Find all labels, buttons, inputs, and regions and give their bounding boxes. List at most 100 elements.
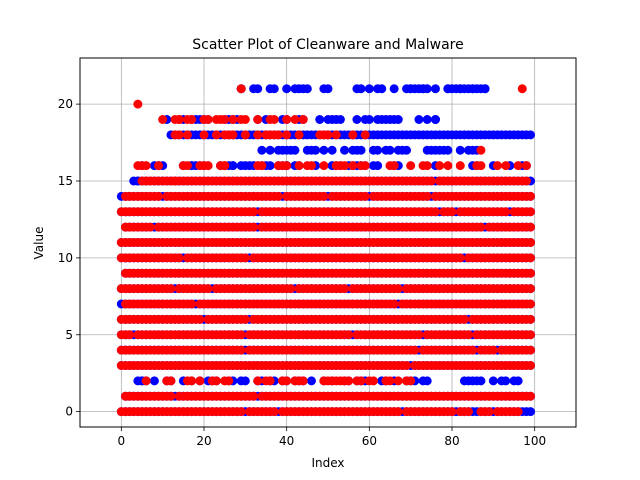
point-malware: [526, 191, 536, 201]
series-malware: [116, 84, 536, 417]
point-malware: [240, 253, 250, 263]
point-malware: [464, 407, 474, 417]
point-malware: [526, 391, 536, 401]
point-cleanware: [240, 376, 250, 386]
point-malware: [240, 130, 250, 140]
point-malware: [526, 345, 536, 355]
y-tick-label: 0: [65, 405, 73, 419]
point-malware: [492, 161, 502, 171]
point-cleanware: [364, 84, 374, 94]
point-malware: [125, 330, 135, 340]
point-cleanware: [282, 145, 292, 155]
point-malware: [526, 330, 536, 340]
point-malware: [422, 191, 432, 201]
point-malware: [402, 361, 412, 370]
point-malware: [464, 330, 474, 340]
point-cleanware: [389, 84, 399, 94]
point-cleanware: [352, 115, 362, 124]
plot-frame: [79, 57, 577, 428]
point-malware: [344, 330, 354, 340]
point-malware: [526, 314, 536, 324]
point-cleanware: [455, 145, 465, 155]
point-malware: [133, 99, 143, 109]
y-tick-label: 20: [58, 97, 73, 111]
point-malware: [203, 161, 213, 171]
x-tick-label: 40: [279, 434, 294, 448]
point-malware: [459, 314, 469, 324]
point-malware: [360, 161, 370, 171]
point-cleanware: [443, 84, 453, 94]
point-malware: [501, 161, 511, 171]
point-malware: [211, 376, 221, 386]
point-malware: [211, 130, 221, 140]
point-malware: [158, 115, 168, 124]
point-cleanware: [290, 145, 300, 155]
point-cleanware: [265, 161, 275, 171]
point-cleanware: [364, 115, 374, 124]
axis-ticks: 0 20 40 60 80 100 0 5 10 15 20: [58, 97, 546, 448]
point-cleanware: [513, 376, 523, 386]
point-malware: [526, 207, 536, 217]
point-malware: [385, 376, 395, 386]
point-malware: [393, 407, 403, 417]
point-malware: [501, 207, 511, 217]
point-malware: [447, 407, 457, 417]
point-malware: [360, 191, 370, 201]
point-cleanware: [269, 84, 279, 94]
point-malware: [170, 176, 180, 186]
point-malware: [265, 115, 275, 124]
point-cleanware: [149, 376, 159, 386]
point-malware: [282, 376, 292, 386]
point-malware: [393, 376, 403, 386]
point-malware: [526, 238, 536, 247]
point-malware: [195, 314, 205, 324]
point-malware: [513, 407, 523, 417]
point-malware: [240, 115, 250, 124]
y-axis-label: Value: [32, 227, 46, 260]
point-cleanware: [306, 376, 316, 386]
point-malware: [166, 391, 176, 401]
point-cleanware: [385, 145, 395, 155]
point-malware: [174, 253, 184, 263]
point-malware: [468, 345, 478, 355]
x-tick-label: 60: [362, 434, 377, 448]
point-cleanware: [526, 407, 536, 417]
point-cleanware: [373, 161, 383, 171]
point-malware: [406, 161, 416, 171]
point-malware: [203, 284, 213, 294]
point-malware: [455, 253, 465, 263]
point-malware: [521, 176, 531, 186]
point-malware: [298, 115, 308, 124]
y-tick-label: 10: [58, 251, 73, 265]
point-malware: [344, 376, 354, 386]
x-tick-label: 0: [118, 434, 126, 448]
point-cleanware: [323, 84, 333, 94]
point-malware: [426, 176, 436, 186]
point-cleanware: [282, 84, 292, 94]
point-malware: [228, 130, 238, 140]
point-malware: [249, 391, 259, 401]
point-cleanware: [356, 145, 366, 155]
point-malware: [526, 222, 536, 232]
point-malware: [228, 115, 238, 124]
point-cleanware: [315, 115, 325, 124]
point-malware: [323, 130, 333, 140]
point-malware: [476, 222, 486, 232]
point-malware: [435, 161, 445, 171]
point-malware: [253, 130, 263, 140]
point-malware: [174, 115, 184, 124]
point-cleanware: [373, 145, 383, 155]
point-malware: [488, 345, 498, 355]
point-malware: [302, 161, 312, 171]
point-cleanware: [302, 84, 312, 94]
point-malware: [141, 161, 151, 171]
x-axis-label: Index: [311, 456, 344, 470]
point-cleanware: [422, 115, 432, 124]
point-malware: [269, 407, 279, 417]
point-malware: [182, 161, 192, 171]
point-cleanware: [430, 115, 440, 124]
point-cleanware: [356, 84, 366, 94]
point-malware: [286, 284, 296, 294]
point-malware: [360, 130, 370, 140]
y-tick-label: 5: [65, 328, 73, 342]
